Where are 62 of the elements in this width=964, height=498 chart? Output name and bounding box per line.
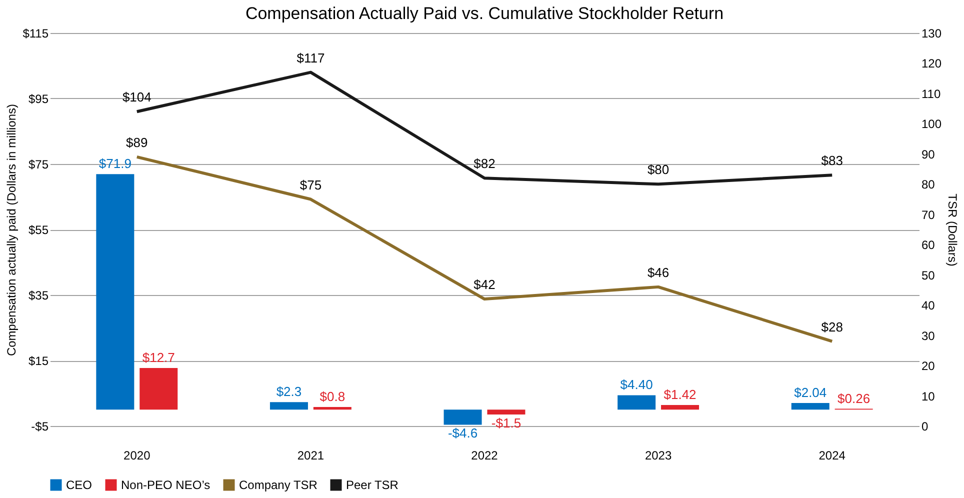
data-label: -$4.6 — [448, 426, 478, 441]
bar — [270, 402, 308, 410]
x-tick-label: 2022 — [471, 448, 498, 462]
y-axis-title: Compensation actually paid (Dollars in millions) — [4, 104, 19, 356]
y-tick-label: $55 — [28, 223, 49, 237]
bar — [96, 174, 134, 410]
data-label: $2.3 — [276, 384, 302, 400]
y-tick-label: $75 — [28, 158, 49, 172]
y2-tick-label: 30 — [922, 328, 936, 343]
data-label: -$1.5 — [491, 416, 522, 431]
y2-tick-label: 50 — [922, 268, 936, 282]
bar — [444, 410, 482, 425]
y-tick-label: $95 — [28, 92, 49, 106]
y2-axis-title: TSR (Dollars) — [946, 194, 960, 266]
data-label: $4.40 — [620, 377, 653, 392]
bar — [313, 407, 352, 410]
data-label: $2.04 — [794, 384, 827, 400]
x-tick-label: 2023 — [644, 448, 672, 462]
y-tick-label: -$5 — [31, 420, 49, 434]
data-label: $80 — [647, 162, 670, 178]
data-label: $1.42 — [664, 386, 696, 402]
bar — [487, 410, 526, 415]
y2-tick-label: 10 — [922, 389, 936, 404]
data-label: $42 — [474, 277, 496, 292]
y2-tick-label: 60 — [922, 238, 936, 252]
x-tick-label: 2024 — [818, 448, 846, 462]
y2-tick-label: 120 — [922, 56, 942, 71]
legend-label: CEO — [66, 478, 92, 492]
legend-label: Non-PEO NEO’s — [121, 478, 210, 492]
data-label: $28 — [821, 319, 843, 334]
y2-tick-label: 0 — [922, 420, 928, 434]
data-label: $82 — [474, 156, 496, 172]
y2-tick-label: 110 — [922, 86, 941, 101]
y-tick-label: $35 — [28, 288, 49, 302]
bar — [618, 395, 656, 410]
y2-tick-label: 80 — [922, 178, 936, 192]
data-label: $12.7 — [142, 350, 175, 366]
data-label: $75 — [300, 177, 322, 192]
data-label: $104 — [122, 90, 152, 105]
y-tick-label: $15 — [28, 354, 49, 368]
x-tick-label: 2020 — [124, 448, 151, 462]
y2-tick-label: 130 — [922, 26, 942, 40]
bar — [140, 368, 178, 410]
y2-tick-label: 20 — [922, 359, 936, 374]
x-tick-label: 2021 — [297, 448, 324, 462]
y2-tick-label: 70 — [922, 208, 936, 222]
y2-tick-label: 90 — [922, 147, 936, 162]
y2-tick-label: 40 — [922, 298, 936, 313]
bar — [791, 402, 830, 410]
y-tick-label: $115 — [22, 26, 49, 40]
data-label: $83 — [821, 153, 843, 168]
chart-title: Compensation Actually Paid vs. Cumulative Stockholder Return — [245, 4, 724, 23]
bar — [661, 404, 700, 410]
legend-label: Peer TSR — [346, 478, 399, 492]
data-label: $0.26 — [838, 390, 870, 406]
data-label: $0.8 — [320, 389, 346, 404]
y2-tick-label: 100 — [922, 117, 942, 132]
data-label: $71.9 — [98, 156, 132, 172]
data-label: $89 — [126, 134, 148, 150]
legend-label: Company TSR — [239, 478, 318, 492]
data-label: $46 — [647, 264, 670, 280]
data-label: $117 — [296, 50, 325, 66]
